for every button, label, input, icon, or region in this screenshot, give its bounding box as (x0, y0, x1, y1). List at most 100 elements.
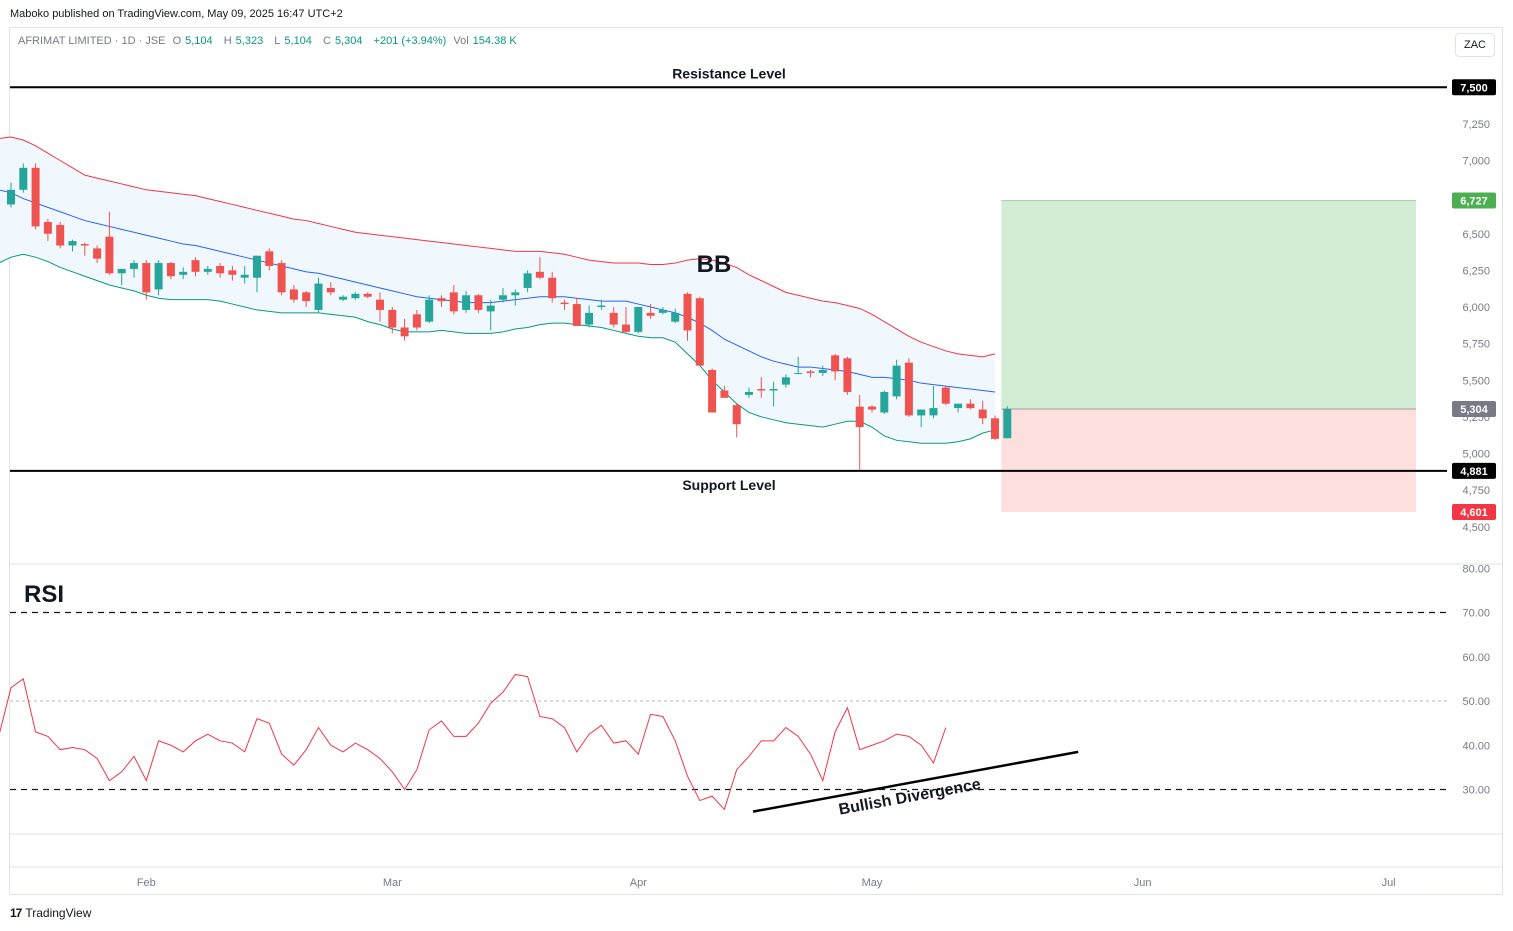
rsi-tick-label: 40.00 (1462, 740, 1490, 752)
candle (609, 307, 618, 328)
candle (388, 307, 397, 334)
candle (511, 289, 520, 306)
price-tick-label: 5,750 (1462, 339, 1490, 351)
candle (954, 403, 963, 413)
rsi-tick-label: 80.00 (1462, 563, 1490, 575)
candle-body (535, 271, 544, 278)
candle (966, 399, 975, 410)
rsi-tick-label: 70.00 (1462, 608, 1490, 620)
candle-body (720, 390, 729, 398)
candle-body (892, 365, 901, 397)
footer-brand[interactable]: 17 TradingView (10, 906, 91, 920)
candle-body (203, 268, 212, 272)
candle (658, 307, 667, 315)
candle (339, 295, 348, 302)
rsi-line (0, 673, 947, 811)
candle (855, 394, 864, 472)
candle-body (708, 369, 717, 413)
support-price-tag-bg (1452, 462, 1496, 479)
candle-body (228, 270, 237, 275)
candle (7, 182, 15, 208)
bb-annotation: BB (697, 251, 732, 278)
candle-body (486, 305, 495, 312)
candle (437, 295, 446, 307)
candle-body (93, 248, 102, 259)
candle (31, 163, 40, 230)
candle (671, 308, 680, 324)
candle (462, 290, 471, 313)
candle (105, 211, 114, 275)
candle (400, 318, 409, 341)
price-tick-label: 7,000 (1462, 156, 1490, 168)
candle (917, 409, 926, 428)
candle (597, 299, 606, 310)
candle-body (609, 312, 618, 325)
candle (794, 356, 803, 375)
candle (548, 271, 557, 303)
tradingview-logo-icon: 17 (10, 906, 22, 920)
resistance-price-tag-text: 7,500 (1460, 82, 1488, 94)
bb-upper-line (0, 136, 996, 358)
candle-body (326, 287, 335, 293)
resistance-price-tag-bg (1452, 79, 1496, 96)
candle (843, 356, 852, 395)
candle-body (154, 263, 163, 290)
candle-body (978, 409, 987, 419)
candle (130, 260, 138, 278)
candle (56, 222, 65, 249)
candle-body (351, 293, 360, 299)
candle (560, 299, 569, 310)
candle (868, 405, 876, 413)
candle (745, 387, 753, 398)
currency-button[interactable]: ZAC (1455, 33, 1495, 57)
candle-body (757, 389, 766, 391)
candle (720, 386, 729, 398)
candle-body (658, 309, 667, 313)
candle (142, 260, 151, 300)
candle (781, 374, 790, 388)
candle (326, 282, 335, 296)
candle-body (634, 307, 643, 332)
candle (683, 292, 692, 341)
candle-body (499, 295, 507, 300)
candle (265, 248, 274, 271)
candle-body (117, 268, 126, 274)
time-tick-label: May (862, 877, 883, 889)
candle-body (179, 271, 188, 275)
low-value: 5,104 (284, 35, 312, 47)
symbol-label[interactable]: AFRIMAT LIMITED · 1D · JSE (18, 35, 166, 47)
support-price-tag-text: 4,881 (1460, 466, 1488, 478)
candle (622, 307, 630, 334)
price-tick-label: 7,250 (1462, 119, 1490, 131)
candle-body (818, 369, 827, 373)
candle-body (130, 263, 138, 269)
candle-body (253, 255, 261, 278)
candle-body (277, 263, 286, 293)
candle (253, 255, 261, 293)
candle (880, 390, 889, 414)
candle (806, 369, 815, 378)
candle (929, 386, 938, 419)
candle-body (400, 327, 409, 337)
change-value: +201 (+3.94%) (373, 35, 447, 47)
candle (449, 285, 458, 315)
candle (302, 290, 311, 307)
candle-body (597, 305, 606, 307)
candle-body (671, 312, 680, 322)
candle (179, 267, 188, 280)
open-label: O (172, 35, 182, 47)
rsi-tick-label: 60.00 (1462, 652, 1490, 664)
rsi-tick-label: 50.00 (1462, 696, 1490, 708)
candle-body (511, 292, 520, 296)
candle-body (917, 409, 926, 416)
profit-zone (1001, 200, 1416, 409)
candle-body (462, 295, 471, 310)
candle-body (843, 358, 852, 392)
candle-body (166, 263, 175, 277)
publisher-line: Maboko published on TradingView.com, May… (10, 8, 343, 20)
candle (154, 260, 163, 296)
price-tick-label: 5,000 (1462, 449, 1490, 461)
candle (708, 368, 717, 413)
price-tick-label: 4,500 (1462, 522, 1490, 534)
